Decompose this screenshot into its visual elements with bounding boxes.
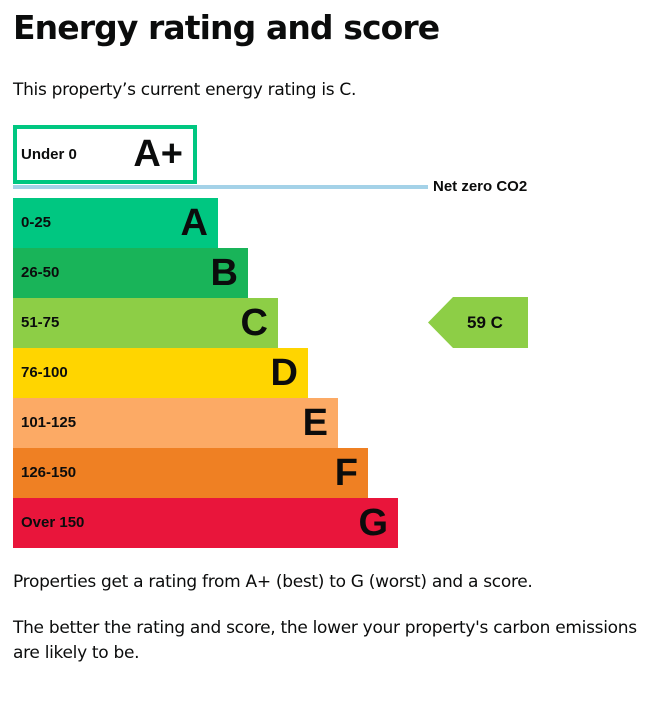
band-range-label: 26-50 xyxy=(21,264,60,281)
emissions-explanation: The better the rating and score, the low… xyxy=(13,618,637,663)
band-rating-letter: B xyxy=(210,252,238,294)
band-rating-letter: C xyxy=(240,302,268,344)
band-d: 76-100 D xyxy=(13,348,308,398)
band-f: 126-150 F xyxy=(13,448,368,498)
band-range-label: 76-100 xyxy=(21,364,68,381)
band-range-label: Under 0 xyxy=(21,146,77,163)
arrow-left-icon xyxy=(428,297,528,348)
net-zero-line xyxy=(13,185,428,189)
band-rating-letter: G xyxy=(358,502,388,544)
band-g: Over 150 G xyxy=(13,498,398,548)
band-range-label: 101-125 xyxy=(21,414,77,431)
band-rating-letter: F xyxy=(334,452,358,494)
band-range-label: 126-150 xyxy=(21,464,77,481)
band-a: 0-25 A xyxy=(13,198,218,248)
current-rating-intro: This property’s current energy rating is… xyxy=(13,80,357,100)
band-rating-letter: E xyxy=(302,402,328,444)
band-b: 26-50 B xyxy=(13,248,248,298)
current-rating-marker: 59 C xyxy=(428,297,528,348)
band-range-label: 51-75 xyxy=(21,314,60,331)
band-rating-letter: A xyxy=(180,202,208,244)
band-range-label: Over 150 xyxy=(21,514,85,531)
rating-explanation: Properties get a rating from A+ (best) t… xyxy=(13,572,533,592)
band-e: 101-125 E xyxy=(13,398,338,448)
net-zero-label: Net zero CO2 xyxy=(433,178,528,195)
band-rating-letter: A+ xyxy=(133,133,183,175)
band-range-label: 0-25 xyxy=(21,214,52,231)
band-c: 51-75 C xyxy=(13,298,278,348)
band-a-plus: Under 0 A+ xyxy=(13,125,197,184)
current-score-label: 59 C xyxy=(467,313,503,332)
band-rating-letter: D xyxy=(270,352,298,394)
page-title: Energy rating and score xyxy=(13,8,440,47)
